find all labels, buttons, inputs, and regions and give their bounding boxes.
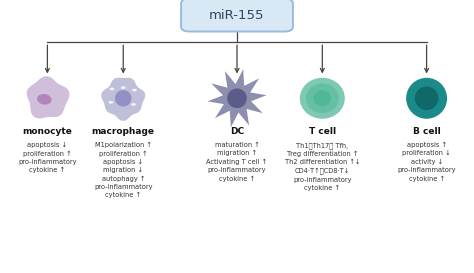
Polygon shape xyxy=(101,78,146,121)
Ellipse shape xyxy=(415,87,438,110)
Text: Th1，Th17， Tfh,
Treg differentiation ↑
Th2 differentiation ↑↓
CD4·T↑，CD8·T↓
pro-i: Th1，Th17， Tfh, Treg differentiation ↑ Th… xyxy=(284,142,360,191)
Circle shape xyxy=(131,103,136,106)
FancyBboxPatch shape xyxy=(181,0,293,32)
Text: M1polarization ↑
proliferation ↑
apoptosis ↓
migration ↓
autophagy ↑
pro-inflamm: M1polarization ↑ proliferation ↑ apoptos… xyxy=(94,142,153,198)
Ellipse shape xyxy=(406,78,447,119)
Text: DC: DC xyxy=(230,127,244,136)
Text: B cell: B cell xyxy=(413,127,440,136)
Text: monocyte: monocyte xyxy=(22,127,73,136)
Ellipse shape xyxy=(306,84,339,113)
Ellipse shape xyxy=(37,94,52,105)
Polygon shape xyxy=(208,69,266,127)
Ellipse shape xyxy=(314,90,331,106)
Text: T cell: T cell xyxy=(309,127,336,136)
Circle shape xyxy=(121,86,126,89)
Text: apoptosis ↓
proliferation ↑
pro-inflammatory
cytokine ↑: apoptosis ↓ proliferation ↑ pro-inflamma… xyxy=(18,142,77,173)
Circle shape xyxy=(109,88,114,90)
Text: apoptosis ↑
proliferation ↓
activity ↓
pro-inflammatory
cytokine ↑: apoptosis ↑ proliferation ↓ activity ↓ p… xyxy=(397,142,456,182)
Text: miR-155: miR-155 xyxy=(209,8,265,22)
Circle shape xyxy=(132,89,137,91)
Polygon shape xyxy=(227,88,247,108)
Polygon shape xyxy=(27,76,70,118)
Ellipse shape xyxy=(300,78,345,119)
Circle shape xyxy=(109,101,113,104)
Text: macrophage: macrophage xyxy=(92,127,155,136)
Polygon shape xyxy=(115,90,131,106)
Text: maturation ↑
migration ↑
Activating T cell ↑
pro-inflammatory
cytokine ↑: maturation ↑ migration ↑ Activating T ce… xyxy=(207,142,267,182)
